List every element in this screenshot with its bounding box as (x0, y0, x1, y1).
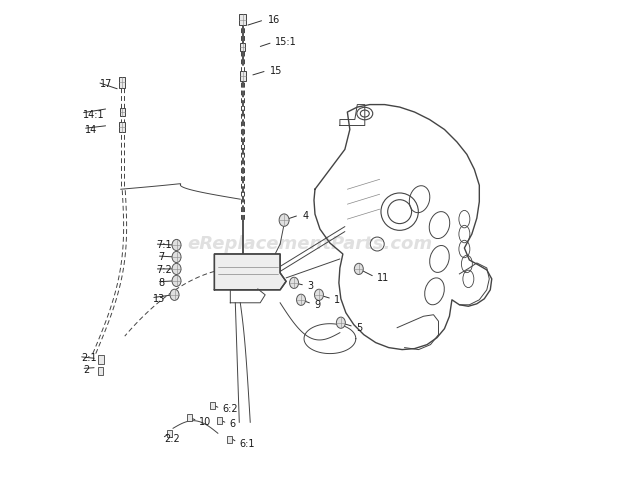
Text: 9: 9 (314, 300, 320, 310)
Bar (99, 368, 104, 374)
Text: 1: 1 (334, 295, 340, 305)
Bar (167, 430, 172, 437)
Text: 15:1: 15:1 (275, 37, 297, 47)
Text: 10: 10 (200, 417, 211, 427)
Text: 4: 4 (303, 211, 309, 221)
Ellipse shape (172, 251, 181, 262)
Text: 7:1: 7:1 (157, 240, 172, 250)
Text: 2:1: 2:1 (81, 353, 97, 363)
Ellipse shape (296, 294, 306, 305)
Bar (239, 14, 246, 25)
Text: 11: 11 (377, 273, 389, 283)
Text: 7: 7 (159, 252, 165, 262)
Ellipse shape (170, 289, 179, 300)
Bar (119, 122, 125, 132)
Text: 6:1: 6:1 (239, 439, 255, 449)
Text: 16: 16 (268, 15, 280, 25)
Text: 14:1: 14:1 (83, 110, 105, 120)
Bar (210, 402, 215, 409)
Ellipse shape (354, 263, 363, 274)
Bar (98, 355, 104, 364)
Text: 13: 13 (153, 294, 166, 304)
Ellipse shape (290, 277, 299, 288)
Ellipse shape (337, 317, 345, 328)
Text: 14: 14 (85, 125, 97, 135)
Text: 6: 6 (229, 419, 236, 429)
Ellipse shape (279, 214, 289, 226)
Bar (241, 43, 246, 51)
Text: 6:2: 6:2 (223, 404, 239, 414)
Ellipse shape (172, 240, 181, 250)
Text: 3: 3 (308, 281, 314, 291)
Text: 15: 15 (270, 66, 283, 76)
Text: eReplacementParts.com: eReplacementParts.com (187, 235, 433, 253)
Bar (217, 417, 222, 424)
Text: 2: 2 (84, 365, 90, 374)
Ellipse shape (172, 263, 181, 274)
Ellipse shape (172, 275, 181, 286)
Ellipse shape (314, 289, 324, 300)
Bar (239, 71, 246, 81)
Text: 7:2: 7:2 (157, 265, 172, 275)
Polygon shape (215, 254, 286, 290)
Text: 8: 8 (159, 278, 165, 288)
Bar (187, 414, 192, 421)
Text: 17: 17 (100, 79, 112, 89)
Bar (120, 108, 125, 116)
Bar (227, 436, 232, 443)
Text: 2:2: 2:2 (164, 434, 180, 444)
Bar (119, 77, 125, 88)
Text: 5: 5 (356, 323, 362, 333)
